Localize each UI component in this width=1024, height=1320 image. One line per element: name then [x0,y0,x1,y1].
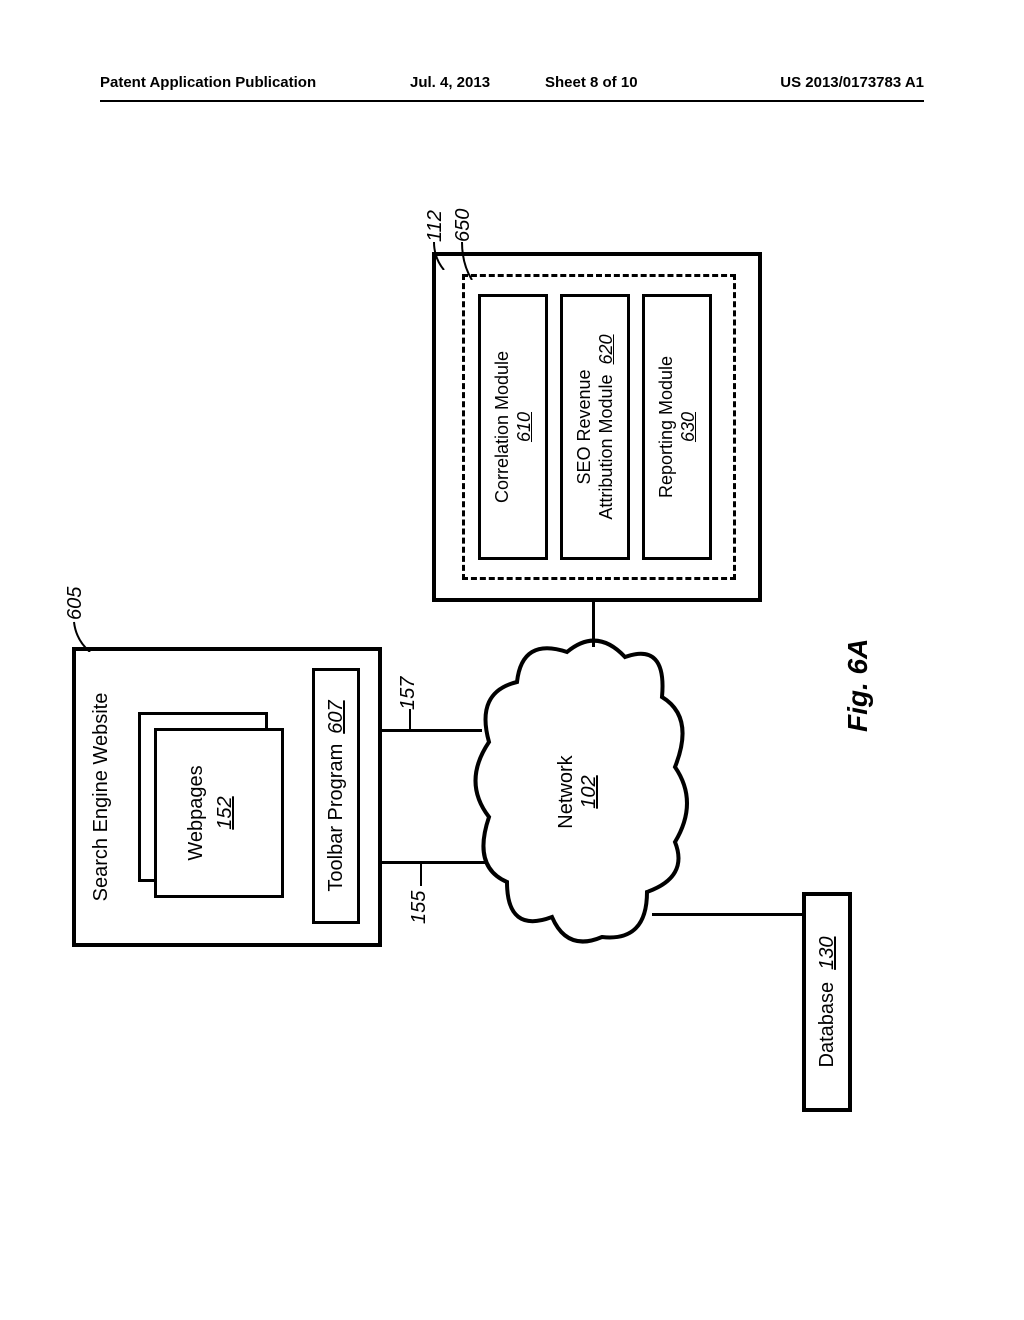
header-pubnum: US 2013/0173783 A1 [780,74,924,91]
ref-605: 605 [64,587,87,620]
toolbar-ref: 607 [325,700,348,733]
header-publication: Patent Application Publication [100,74,316,91]
leader-155-tick [420,864,422,886]
module-correlation-label: Correlation Module [491,351,514,503]
module-seo-ref: 620 [596,334,616,364]
network-label: Network [555,632,578,952]
toolbar-label: Toolbar Program [325,744,348,892]
header-sheet: Sheet 8 of 10 [545,74,638,91]
link-cloud-server [592,602,595,647]
page-header: Patent Application Publication Jul. 4, 2… [100,74,924,102]
ref-112: 112 [424,210,447,242]
figure-rotated-canvas: Search Engine Website 605 Webpages 152 T… [12,218,1012,1142]
leader-157-tick [409,709,411,731]
network-label-group: Network 102 [555,632,601,952]
leader-112 [432,240,448,270]
webpages-ref: 152 [214,731,237,895]
database-ref: 130 [816,937,839,970]
module-reporting-ref: 630 [677,412,700,442]
module-reporting: Reporting Module 630 [642,294,712,560]
database-box: Database 130 [802,892,852,1112]
ref-157: 157 [397,677,420,710]
module-seo-line2: Attribution Module [596,374,616,519]
leader-605 [72,618,96,652]
link-cloud-db [652,913,804,916]
ref-650: 650 [452,209,475,242]
ref-155: 155 [408,891,431,924]
network-cloud: Network 102 [467,632,697,952]
module-correlation: Correlation Module 610 [478,294,548,560]
module-reporting-label: Reporting Module [655,356,678,498]
database-label: Database [816,982,839,1068]
header-date: Jul. 4, 2013 [410,74,490,91]
webpages-box-front: Webpages 152 [154,728,284,898]
module-correlation-ref: 610 [513,412,536,442]
module-seo-line1: SEO Revenue [573,369,596,484]
figure-caption: Fig. 6A [842,639,874,732]
network-ref: 102 [578,632,601,952]
toolbar-box: Toolbar Program 607 [312,668,360,924]
client-title: Search Engine Website [90,651,113,943]
module-seo-revenue: SEO Revenue Attribution Module 620 [560,294,630,560]
webpages-label: Webpages [185,731,208,895]
